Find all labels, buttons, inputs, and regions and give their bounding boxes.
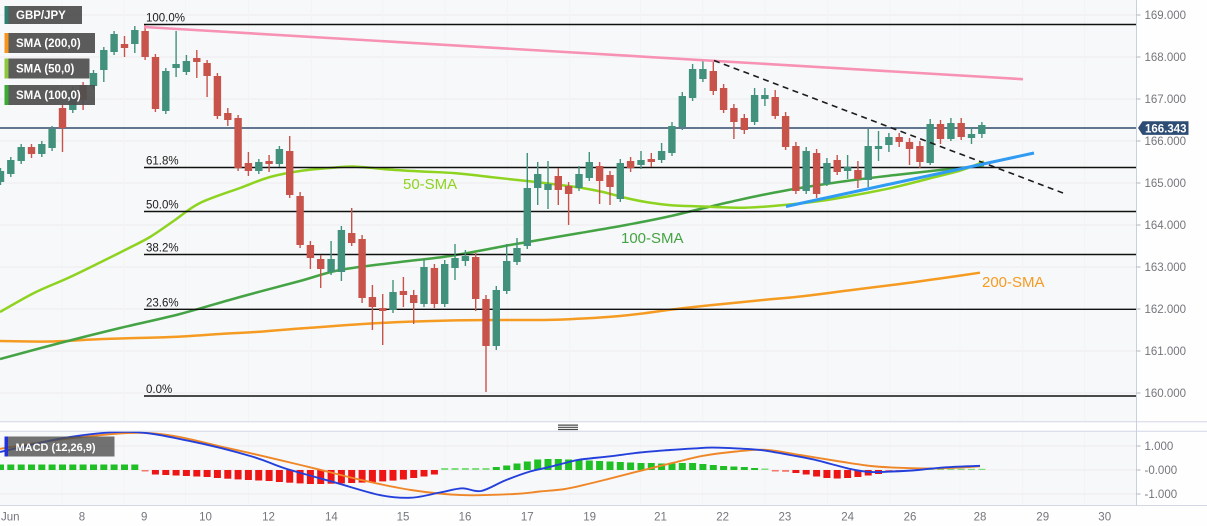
svg-text:164.000: 164.000: [1145, 220, 1187, 232]
svg-text:23: 23: [779, 512, 792, 524]
svg-text:0.0%: 0.0%: [146, 384, 172, 396]
svg-text:9: 9: [141, 512, 147, 524]
svg-text:SMA (100,0): SMA (100,0): [16, 90, 81, 102]
svg-text:GBP/JPY: GBP/JPY: [16, 10, 66, 22]
svg-text:163.000: 163.000: [1145, 262, 1187, 274]
svg-text:50-SMA: 50-SMA: [403, 176, 457, 193]
svg-text:169.000: 169.000: [1145, 10, 1187, 22]
svg-text:Jun: Jun: [1, 512, 20, 524]
svg-text:61.8%: 61.8%: [146, 156, 179, 168]
svg-text:21: 21: [654, 512, 667, 524]
svg-text:165.000: 165.000: [1145, 178, 1187, 190]
svg-text:8: 8: [79, 512, 85, 524]
svg-text:19: 19: [583, 512, 596, 524]
svg-text:17: 17: [521, 512, 534, 524]
svg-text:26: 26: [904, 512, 917, 524]
svg-text:100-SMA: 100-SMA: [621, 230, 684, 247]
svg-text:SMA (200,0): SMA (200,0): [16, 38, 81, 50]
svg-text:12: 12: [262, 512, 275, 524]
svg-text:30: 30: [1098, 512, 1111, 524]
svg-text:24: 24: [841, 512, 854, 524]
svg-text:50.0%: 50.0%: [146, 200, 179, 212]
svg-text:1.000: 1.000: [1145, 441, 1174, 453]
svg-text:16: 16: [459, 512, 472, 524]
svg-text:167.000: 167.000: [1145, 94, 1187, 106]
svg-text:162.000: 162.000: [1145, 304, 1187, 316]
svg-text:29: 29: [1036, 512, 1049, 524]
svg-text:SMA (50,0): SMA (50,0): [16, 64, 75, 76]
svg-text:160.000: 160.000: [1145, 388, 1187, 400]
svg-text:100.0%: 100.0%: [146, 13, 185, 25]
svg-text:22: 22: [716, 512, 729, 524]
svg-text:MACD (12,26,9): MACD (12,26,9): [16, 442, 96, 454]
svg-text:15: 15: [397, 512, 410, 524]
svg-text:166.343: 166.343: [1145, 123, 1187, 135]
svg-text:161.000: 161.000: [1145, 346, 1187, 358]
svg-text:38.2%: 38.2%: [146, 243, 179, 255]
svg-text:166.000: 166.000: [1145, 136, 1187, 148]
svg-text:-1.000: -1.000: [1145, 489, 1178, 501]
svg-text:-0.000: -0.000: [1145, 465, 1178, 477]
svg-text:23.6%: 23.6%: [146, 297, 179, 309]
svg-text:200-SMA: 200-SMA: [982, 274, 1045, 291]
svg-text:10: 10: [199, 512, 212, 524]
svg-text:168.000: 168.000: [1145, 52, 1187, 64]
svg-text:28: 28: [974, 512, 987, 524]
svg-text:14: 14: [325, 512, 338, 524]
